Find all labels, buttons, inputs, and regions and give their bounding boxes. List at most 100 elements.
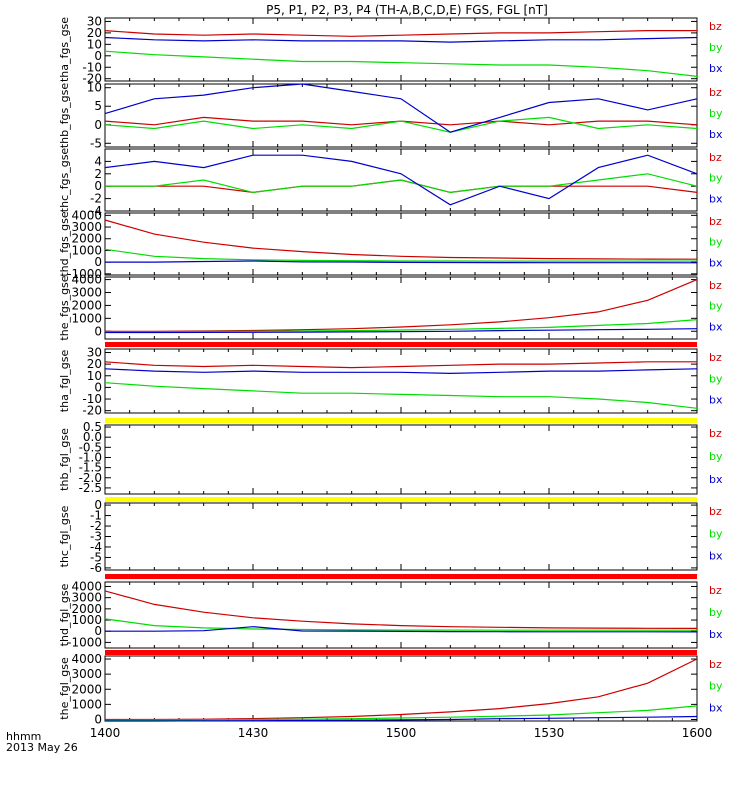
y-tick-label: 0.5 xyxy=(83,420,102,434)
legend-by: by xyxy=(709,107,723,120)
y-tick-label: 2000 xyxy=(71,602,102,616)
y-axis-label: thb_fgs_gse xyxy=(58,83,71,149)
chart-title: P5, P1, P2, P3, P4 (TH-A,B,C,D,E) FGS, F… xyxy=(266,3,548,17)
x-tick-label: 1430 xyxy=(238,726,269,740)
y-tick-label: -2 xyxy=(90,192,102,206)
y-tick-label: 1000 xyxy=(71,311,102,325)
y-tick-label: -2.5 xyxy=(79,481,102,495)
x-tick-label: 1600 xyxy=(682,726,713,740)
series-line-by xyxy=(104,248,697,262)
panel-frame xyxy=(104,581,698,649)
y-tick-label: 0 xyxy=(94,324,102,338)
y-axis-label: the_fgs_gse xyxy=(58,275,71,340)
status-bar xyxy=(105,418,697,423)
y-tick-label: 3000 xyxy=(71,286,102,300)
series-line-bx xyxy=(104,36,698,43)
legend-bz: bz xyxy=(709,427,722,440)
y-tick-label: 3000 xyxy=(71,591,102,605)
y-tick-label: 1000 xyxy=(71,613,102,627)
legend-by: by xyxy=(709,41,723,54)
y-tick-label: 2000 xyxy=(71,232,102,246)
series-line-bz xyxy=(105,658,698,721)
legend-bz: bz xyxy=(709,86,722,99)
y-axis-label: tha_fgs_gse xyxy=(58,17,71,82)
status-bar xyxy=(105,342,697,347)
series-line-by xyxy=(104,319,698,333)
legend-by: by xyxy=(709,680,723,693)
series-line-bz xyxy=(104,30,697,37)
y-tick-label: 0.0 xyxy=(83,430,102,444)
series-line-bx xyxy=(104,368,698,375)
legend-bz: bz xyxy=(709,215,722,228)
legend-bx: bx xyxy=(709,128,723,141)
y-tick-label: 1000 xyxy=(71,697,102,711)
y-tick-label: -20 xyxy=(82,404,102,418)
series-line-by xyxy=(105,173,698,194)
panel-thc_fgs_gse: 420-2-4 thc_fgs_gse bz by bx xyxy=(58,148,723,218)
series-line-by xyxy=(104,116,698,133)
y-axis-label: the_fgl_gse xyxy=(58,657,71,720)
y-tick-label: -2.0 xyxy=(79,471,102,485)
y-tick-label: 4000 xyxy=(71,273,102,287)
panel-thb_fgs_gse: 10 5 0 -5 thb_fgs_gse bz by bx xyxy=(58,81,723,151)
legend-bz: bz xyxy=(709,20,722,33)
legend-by: by xyxy=(709,172,723,185)
legend-by: by xyxy=(709,236,723,249)
series-line-by xyxy=(104,705,698,722)
y-tick-label: 0 xyxy=(94,179,102,193)
y-tick-label: 4000 xyxy=(71,579,102,593)
legend-bx: bx xyxy=(709,62,723,75)
y-tick-label: 0 xyxy=(94,49,102,63)
legend-bx: bx xyxy=(709,256,723,269)
y-tick-label: 0 xyxy=(94,380,102,394)
y-tick-label: -6 xyxy=(90,561,102,575)
y-tick-label: -10 xyxy=(82,60,102,74)
y-tick-label: 0 xyxy=(94,498,102,512)
y-tick-label: 20 xyxy=(87,26,102,40)
y-tick-label: 10 xyxy=(87,81,102,95)
x-axis: 1400 1430 1500 1530 1600 xyxy=(90,726,713,740)
y-tick-label: 30 xyxy=(87,345,102,359)
status-bar xyxy=(105,650,697,655)
legend-bx: bx xyxy=(709,192,723,205)
y-tick-label: 4000 xyxy=(71,208,102,222)
legend-by: by xyxy=(709,527,723,540)
series-line-by xyxy=(104,382,698,409)
y-tick-label: -1.0 xyxy=(79,450,102,464)
y-tick-label: 3000 xyxy=(71,220,102,234)
y-tick-label: -3 xyxy=(90,530,102,544)
footer-date: 2013 May 26 xyxy=(6,741,78,754)
legend-bx: bx xyxy=(709,473,723,486)
series-line-bx xyxy=(105,626,698,633)
status-bar xyxy=(105,574,697,579)
series-line-bx xyxy=(104,83,698,133)
y-tick-label: -10 xyxy=(82,392,102,406)
panel-frame xyxy=(104,17,698,82)
legend-by: by xyxy=(709,372,723,385)
status-bars xyxy=(105,342,697,655)
y-tick-label: -1.5 xyxy=(79,461,102,475)
y-tick-label: -1 xyxy=(90,509,102,523)
legend-bx: bx xyxy=(709,550,723,563)
x-tick-label: 1400 xyxy=(90,726,121,740)
y-tick-label: -2 xyxy=(90,519,102,533)
y-axis-label: thc_fgl_gse xyxy=(58,505,71,567)
legend-by: by xyxy=(709,450,723,463)
panel-thb_fgl_gse: 0.50.0-0.5-1.0-1.5-2.0-2.5 thb_fgl_gse bz b… xyxy=(58,420,723,495)
y-tick-label: 5 xyxy=(94,99,102,113)
legend-bx: bx xyxy=(709,394,723,407)
series-line-bx xyxy=(105,715,698,722)
legend-by: by xyxy=(709,606,723,619)
y-tick-label: -1000 xyxy=(67,635,102,649)
panel-frame xyxy=(104,502,698,571)
footer-label: hhmm xyxy=(6,730,41,743)
legend-bx: bx xyxy=(709,701,723,714)
y-axis-label: thd_fgl_gse xyxy=(58,583,71,646)
